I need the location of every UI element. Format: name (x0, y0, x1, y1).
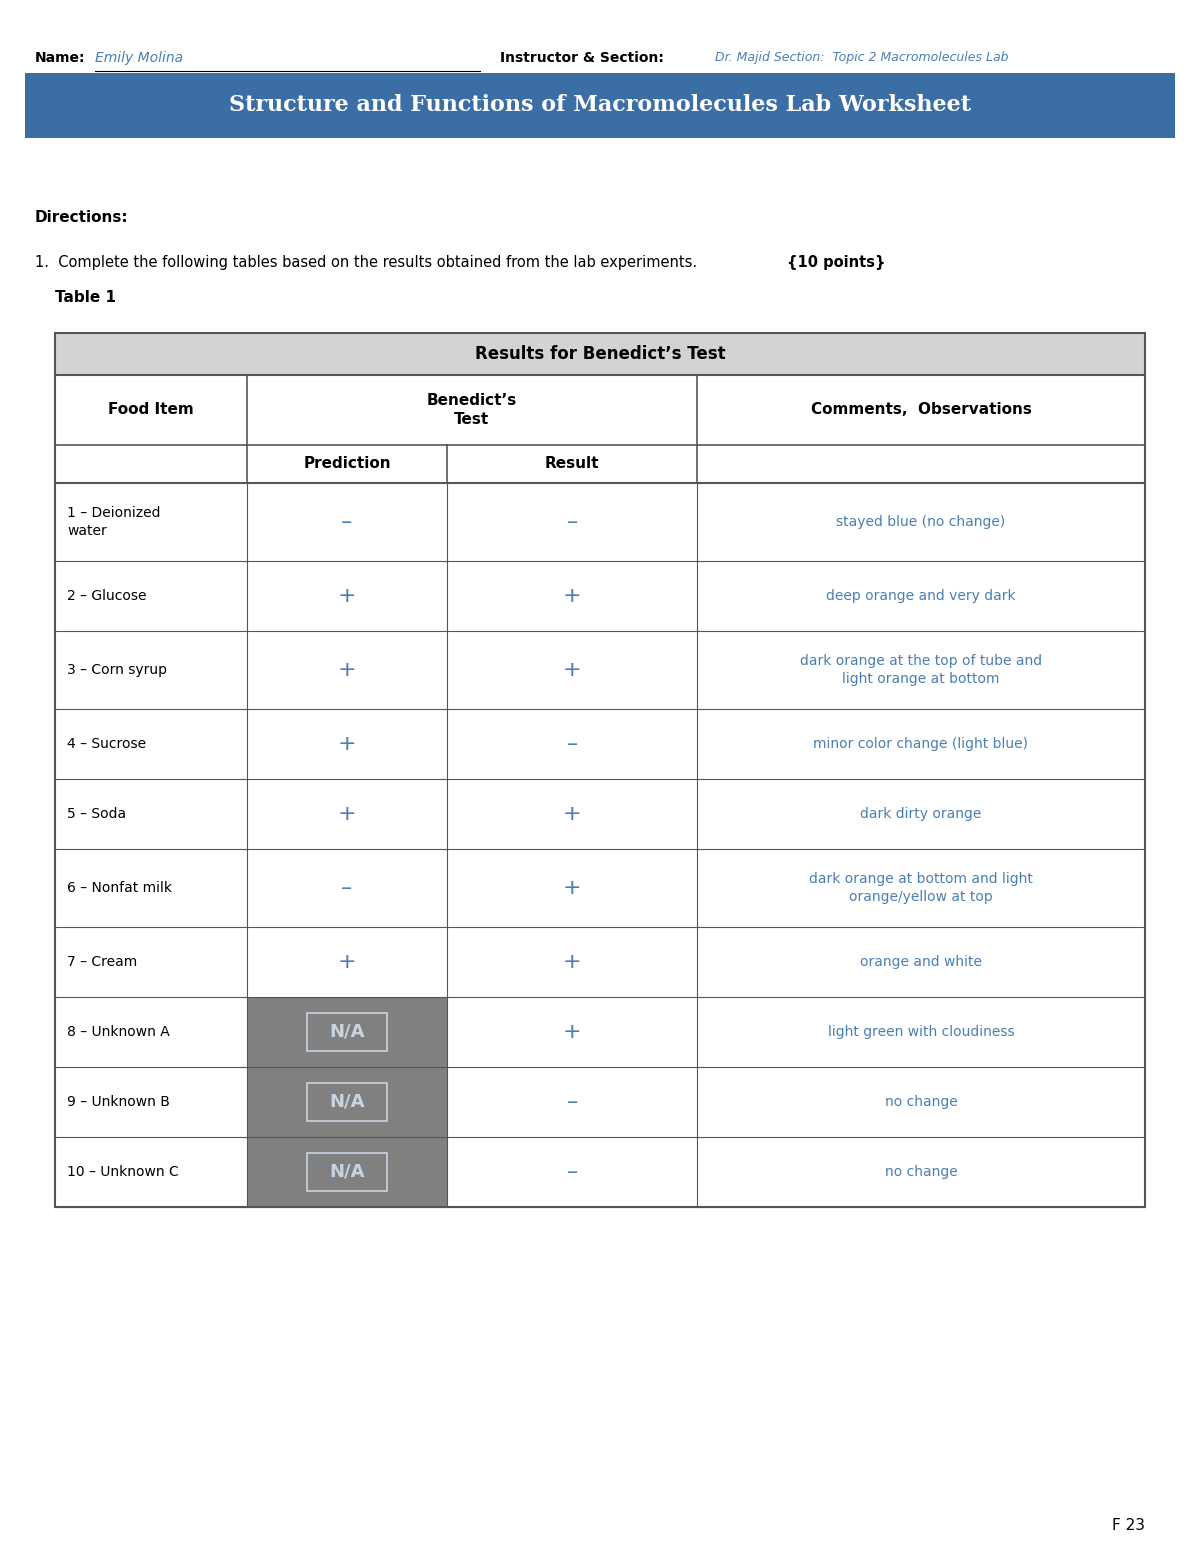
Text: Results for Benedict’s Test: Results for Benedict’s Test (475, 345, 725, 363)
Bar (247, 1067, 446, 1137)
Bar (247, 997, 446, 1067)
Bar (307, 1152, 386, 1191)
Text: 5 – Soda: 5 – Soda (67, 808, 126, 822)
Text: 2 – Glucose: 2 – Glucose (67, 589, 146, 603)
Text: Benedict’s
Test: Benedict’s Test (427, 393, 517, 427)
Text: Prediction: Prediction (304, 457, 391, 472)
Text: stayed blue (no change): stayed blue (no change) (836, 516, 1006, 530)
Text: 4 – Sucrose: 4 – Sucrose (67, 738, 146, 752)
Text: 10 – Unknown C: 10 – Unknown C (67, 1165, 179, 1179)
Text: dark dirty orange: dark dirty orange (860, 808, 982, 822)
Text: 7 – Cream: 7 – Cream (67, 955, 137, 969)
Text: F 23: F 23 (1112, 1517, 1145, 1533)
Text: –: – (341, 877, 353, 898)
Text: dark orange at the top of tube and
light orange at bottom: dark orange at the top of tube and light… (800, 654, 1042, 686)
Text: –: – (566, 1162, 577, 1182)
Text: 6 – Nonfat milk: 6 – Nonfat milk (67, 881, 172, 895)
Text: Name:: Name: (35, 51, 85, 65)
Text: {10 points}: {10 points} (787, 256, 886, 270)
Text: no change: no change (884, 1095, 958, 1109)
Text: +: + (563, 585, 581, 606)
Bar (55, 332, 1145, 1207)
Text: no change: no change (884, 1165, 958, 1179)
Text: +: + (337, 952, 356, 972)
FancyBboxPatch shape (25, 73, 1175, 138)
Text: +: + (563, 804, 581, 825)
Text: +: + (337, 735, 356, 755)
Text: –: – (566, 735, 577, 755)
Text: +: + (563, 952, 581, 972)
Text: N/A: N/A (329, 1023, 365, 1041)
Text: +: + (563, 1022, 581, 1042)
Text: +: + (337, 585, 356, 606)
Text: 3 – Corn syrup: 3 – Corn syrup (67, 663, 167, 677)
Text: –: – (341, 512, 353, 533)
Text: N/A: N/A (329, 1093, 365, 1110)
Text: Dr. Majid Section:  Topic 2 Macromolecules Lab: Dr. Majid Section: Topic 2 Macromolecule… (715, 51, 1008, 65)
Text: 8 – Unknown A: 8 – Unknown A (67, 1025, 169, 1039)
Text: dark orange at bottom and light
orange/yellow at top: dark orange at bottom and light orange/y… (809, 871, 1033, 904)
Text: minor color change (light blue): minor color change (light blue) (814, 738, 1028, 752)
Text: +: + (563, 660, 581, 680)
Text: Result: Result (545, 457, 599, 472)
Text: Structure and Functions of Macromolecules Lab Worksheet: Structure and Functions of Macromolecule… (229, 95, 971, 116)
Text: 1 – Deionized
water: 1 – Deionized water (67, 506, 161, 539)
Text: light green with cloudiness: light green with cloudiness (828, 1025, 1014, 1039)
Text: Emily Molina: Emily Molina (95, 51, 184, 65)
Bar (55, 332, 1145, 374)
Text: orange and white: orange and white (860, 955, 982, 969)
Text: N/A: N/A (329, 1163, 365, 1180)
Text: Directions:: Directions: (35, 211, 128, 225)
Text: –: – (566, 1092, 577, 1112)
Text: deep orange and very dark: deep orange and very dark (826, 589, 1016, 603)
Text: Instructor & Section:: Instructor & Section: (500, 51, 664, 65)
Text: Table 1: Table 1 (55, 290, 116, 306)
Text: +: + (563, 877, 581, 898)
Text: –: – (566, 512, 577, 533)
Text: 1.  Complete the following tables based on the results obtained from the lab exp: 1. Complete the following tables based o… (35, 256, 707, 270)
Text: Comments,  Observations: Comments, Observations (810, 402, 1032, 418)
Bar (307, 1013, 386, 1051)
Text: +: + (337, 804, 356, 825)
Bar (307, 1082, 386, 1121)
Bar (247, 1137, 446, 1207)
Text: 9 – Unknown B: 9 – Unknown B (67, 1095, 170, 1109)
Text: +: + (337, 660, 356, 680)
Text: Food Item: Food Item (108, 402, 194, 418)
